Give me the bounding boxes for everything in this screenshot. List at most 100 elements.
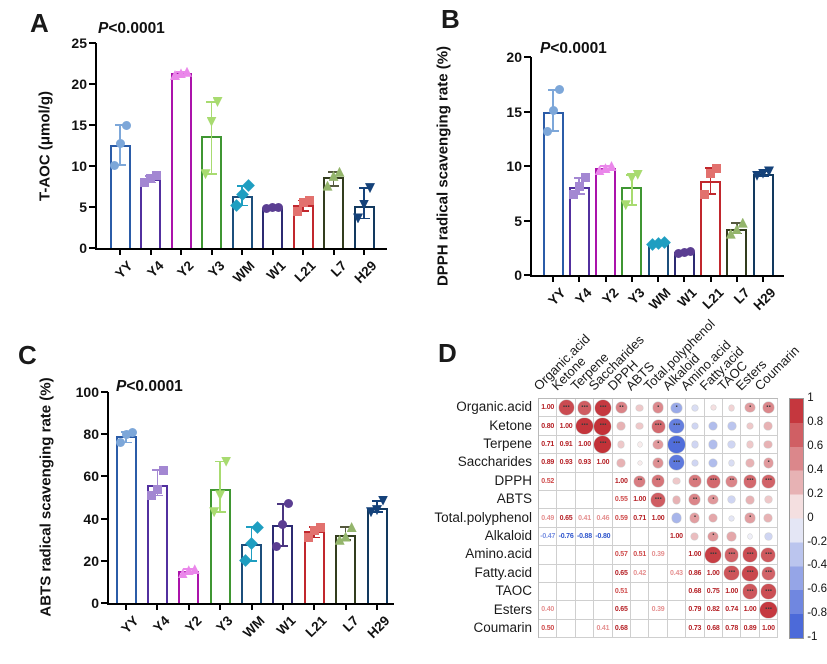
y-axis-tick-mark bbox=[101, 475, 108, 478]
corr-circle bbox=[652, 402, 664, 413]
bar-L7 bbox=[335, 535, 357, 603]
corr-cell-DPPH-x-Total.polyphenol: ·· bbox=[649, 472, 668, 491]
colorbar-tick-label: 0.8 bbox=[807, 415, 824, 428]
data-point-W1 bbox=[274, 202, 283, 212]
corr-cell-Saccharides-x-Coumarin: · bbox=[759, 454, 779, 473]
data-point-Y4 bbox=[158, 465, 168, 475]
corr-cell-Alkaloid-x-Esters bbox=[741, 527, 760, 547]
panel-a-pvalue-p: P bbox=[98, 20, 109, 37]
corr-cell-TAOC-x-Saccharides bbox=[594, 582, 613, 602]
x-axis-category-label: Y2 bbox=[174, 258, 197, 281]
data-point-Y3 bbox=[626, 172, 637, 183]
corr-cell-Alkaloid-x-Coumarin bbox=[759, 527, 779, 547]
data-point-Y2 bbox=[176, 68, 186, 79]
bar-H29 bbox=[366, 508, 388, 603]
significance-stars: ··· bbox=[672, 456, 681, 468]
x-axis-category-label: Y2 bbox=[182, 613, 205, 636]
corr-circle bbox=[728, 404, 735, 411]
corr-cell-Organic.acid-x-ABTS bbox=[630, 399, 650, 418]
corr-cell-DPPH-x-Esters: ··· bbox=[741, 472, 760, 491]
corr-cell-Organic.acid-x-Fatty.acid bbox=[704, 399, 723, 418]
corr-cell-Terpene-x-ABTS bbox=[630, 435, 650, 455]
corr-value: 1.00 bbox=[596, 459, 610, 467]
corr-circle bbox=[728, 441, 735, 448]
corr-cell-TAOC-x-Esters: ··· bbox=[741, 582, 760, 602]
x-axis-tick-mark bbox=[578, 277, 581, 282]
y-axis-tick-label: 5 bbox=[79, 199, 87, 215]
data-point-H29 bbox=[353, 213, 363, 224]
data-point-Y3 bbox=[206, 116, 217, 127]
y-axis-tick-label: 25 bbox=[71, 35, 87, 51]
corr-value: 0.65 bbox=[559, 514, 573, 522]
corr-cell-Saccharides-x-DPPH bbox=[612, 454, 631, 473]
colorbar-tick-label: -0.4 bbox=[807, 559, 827, 572]
data-point-H29 bbox=[758, 168, 768, 179]
bar-Y4 bbox=[140, 179, 161, 248]
corr-cell-Esters-x-Organic.acid: 0.40 bbox=[539, 601, 558, 620]
corr-value: 0.93 bbox=[559, 459, 573, 467]
corr-cell-Amino.acid-x-Total.polyphenol: 0.39 bbox=[649, 546, 668, 565]
corr-cell-TAOC-x-Fatty.acid: 0.75 bbox=[704, 582, 723, 602]
corr-cell-TAOC-x-Amino.acid: 0.68 bbox=[686, 582, 705, 602]
y-axis-tick-mark bbox=[524, 219, 531, 222]
corr-circle bbox=[708, 513, 718, 523]
corr-circle bbox=[651, 419, 665, 433]
corr-cell-Coumarin-x-Total.polyphenol bbox=[649, 619, 668, 639]
corr-value: 0.74 bbox=[725, 606, 739, 614]
corr-value: 1.00 bbox=[633, 496, 647, 504]
error-bar-cap-L21 bbox=[297, 210, 309, 212]
significance-stars: ··· bbox=[764, 603, 773, 615]
corr-circle bbox=[724, 548, 739, 562]
significance-stars: ·· bbox=[637, 474, 643, 486]
data-point-Y3 bbox=[209, 507, 220, 518]
corr-circle bbox=[710, 405, 716, 411]
corr-cell-Amino.acid-x-Organic.acid bbox=[539, 546, 558, 565]
corr-cell-ABTS-x-Total.polyphenol: ··· bbox=[649, 490, 668, 510]
corr-circle bbox=[708, 458, 718, 468]
data-point-Y4 bbox=[580, 173, 590, 183]
corr-value: 1.00 bbox=[559, 422, 573, 430]
bar-YY bbox=[115, 436, 137, 603]
x-axis-category-label: Y4 bbox=[150, 613, 173, 636]
corr-circle bbox=[636, 404, 643, 411]
panel-b-pvalue-p: P bbox=[540, 40, 551, 57]
x-axis-category-label: YY bbox=[112, 258, 136, 282]
corr-circle bbox=[691, 459, 699, 467]
data-point-YY bbox=[115, 438, 125, 448]
y-axis-tick-mark bbox=[101, 517, 108, 520]
corr-value: -0.80 bbox=[595, 532, 611, 540]
corr-cell-Terpene-x-TAOC bbox=[722, 435, 742, 455]
corr-row-label-Coumarin: Coumarin bbox=[473, 620, 532, 635]
panel-b-pvalue: P<0.0001 bbox=[540, 40, 607, 58]
corr-circle bbox=[688, 475, 701, 488]
data-point-H29 bbox=[366, 507, 376, 518]
corr-circle bbox=[691, 422, 699, 430]
panel-c-pvalue-p: P bbox=[116, 378, 127, 395]
y-axis-tick-mark bbox=[101, 391, 108, 393]
corr-cell-TAOC-x-Ketone bbox=[557, 582, 576, 602]
bar-Y2 bbox=[595, 168, 616, 275]
corr-cell-Ketone-x-Terpene: ··· bbox=[575, 417, 595, 436]
corr-circle bbox=[594, 399, 612, 416]
panel-c-letter: C bbox=[18, 340, 37, 370]
significance-stars: ··· bbox=[580, 400, 589, 412]
panel-c-pvalue: P<0.0001 bbox=[116, 378, 183, 396]
data-point-Y2 bbox=[183, 565, 194, 576]
corr-circle bbox=[764, 422, 773, 430]
corr-circle bbox=[617, 422, 626, 430]
error-bar-cap-W1 bbox=[277, 545, 289, 547]
corr-row-label-Amino.acid: Amino.acid bbox=[465, 546, 532, 562]
corr-cell-Esters-x-Saccharides bbox=[594, 601, 613, 620]
corr-circle bbox=[691, 441, 699, 448]
corr-cell-Ketone-x-TAOC bbox=[722, 417, 742, 436]
corr-cell-Esters-x-Amino.acid: 0.79 bbox=[686, 601, 705, 620]
corr-circle bbox=[727, 532, 736, 541]
significance-stars: ··· bbox=[746, 566, 754, 578]
significance-stars: · bbox=[693, 511, 697, 523]
corr-cell-Amino.acid-x-Fatty.acid: ··· bbox=[704, 546, 723, 565]
corr-cell-Coumarin-x-DPPH: 0.68 bbox=[612, 619, 631, 639]
corr-cell-DPPH-x-DPPH: 1.00 bbox=[612, 472, 631, 491]
data-point-Y3 bbox=[632, 169, 643, 180]
panel-c-y-axis-title: ABTS radical scavenging rate (%) bbox=[37, 377, 55, 617]
